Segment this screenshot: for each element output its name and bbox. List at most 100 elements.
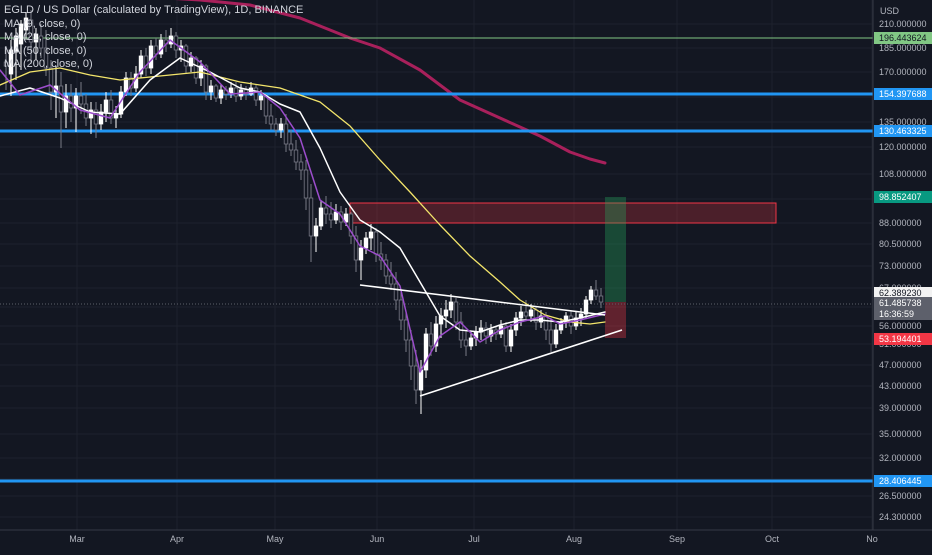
price-tick-label: 170.000000 bbox=[879, 67, 927, 77]
candle-body bbox=[148, 45, 154, 69]
price-tick-label: 35.000000 bbox=[879, 429, 922, 439]
chart-legend: EGLD / US Dollar (calculated by TradingV… bbox=[4, 4, 303, 72]
price-tick-label: 32.000000 bbox=[879, 453, 922, 463]
price-tick-label: 210.000000 bbox=[879, 19, 927, 29]
candle-body bbox=[503, 325, 509, 347]
candle-body bbox=[523, 311, 529, 317]
candle-body bbox=[43, 47, 49, 69]
stop-badge: 53.194401 bbox=[879, 334, 922, 344]
candle-body bbox=[218, 89, 224, 99]
candle-body bbox=[563, 315, 569, 323]
time-tick-label: Apr bbox=[170, 534, 184, 544]
stop-badge-bg bbox=[874, 333, 932, 345]
price-axis[interactable]: 210.000000185.000000170.000000150.000000… bbox=[872, 0, 932, 550]
ma50-line bbox=[0, 67, 606, 325]
candle-body bbox=[258, 95, 264, 101]
countdown-badge: 16:36:59 bbox=[879, 309, 914, 319]
long-stop-zone bbox=[605, 302, 626, 338]
candle-body bbox=[453, 301, 459, 323]
candle-body bbox=[428, 333, 434, 347]
candle-body bbox=[193, 57, 199, 79]
level-badge-130-bg bbox=[874, 125, 932, 137]
candle-body bbox=[273, 123, 279, 131]
candle-body bbox=[8, 49, 14, 75]
candle-body bbox=[263, 95, 269, 117]
candle-body bbox=[518, 311, 524, 319]
ma200-series bbox=[174, 0, 607, 165]
candle-body bbox=[373, 231, 379, 255]
time-tick-label: No bbox=[866, 534, 878, 544]
candle-body bbox=[233, 87, 239, 97]
candle-body bbox=[588, 289, 594, 301]
legend-ma200[interactable]: MA (200, close, 0) bbox=[4, 58, 93, 70]
time-tick-label: Mar bbox=[69, 534, 85, 544]
candle-body bbox=[288, 143, 294, 151]
resistance-zone bbox=[349, 202, 777, 224]
legend-ma50[interactable]: MA (50, close, 0) bbox=[4, 44, 87, 57]
time-tick-label: May bbox=[266, 534, 284, 544]
candle-body bbox=[293, 149, 299, 163]
candle-body bbox=[98, 111, 104, 125]
countdown-badge-bg bbox=[874, 308, 932, 320]
level-badge-28-bg bbox=[874, 475, 932, 487]
candle-body bbox=[298, 161, 304, 171]
ma200-line bbox=[174, 0, 607, 165]
candle-body bbox=[328, 213, 334, 221]
candle-body bbox=[393, 283, 399, 301]
candle-body bbox=[368, 231, 374, 239]
candle-body bbox=[423, 333, 429, 371]
candle-body bbox=[23, 17, 29, 31]
price-tick-label: 39.000000 bbox=[879, 403, 922, 413]
level-badge-154-bg bbox=[874, 88, 932, 100]
candle-body bbox=[18, 23, 24, 45]
price-tick-label: 80.500000 bbox=[879, 239, 922, 249]
candle-body bbox=[268, 115, 274, 125]
candle-body bbox=[333, 211, 339, 221]
candle-body bbox=[358, 247, 364, 261]
candle-body bbox=[108, 99, 114, 119]
candle-body bbox=[208, 85, 214, 93]
time-axis[interactable]: Mar Apr May Jun Jul Aug Sep Oct No bbox=[0, 529, 932, 550]
time-tick-label: Oct bbox=[765, 534, 780, 544]
candle-body bbox=[538, 315, 544, 323]
candle-body bbox=[343, 213, 349, 223]
price-tick-label: 47.000000 bbox=[879, 360, 922, 370]
level-badge-130: 130.463325 bbox=[879, 126, 927, 136]
candle-body bbox=[213, 85, 219, 99]
price-tick-label: 185.000000 bbox=[879, 43, 927, 53]
moving-averages bbox=[0, 39, 606, 373]
candle-body bbox=[323, 207, 329, 215]
candle-body bbox=[548, 329, 554, 345]
candle-body bbox=[278, 123, 284, 131]
level-badge-154: 154.397688 bbox=[879, 89, 927, 99]
candle-body bbox=[413, 365, 419, 391]
candle-body bbox=[593, 289, 599, 297]
candle-body bbox=[388, 275, 394, 285]
level-badge-196: 196.443624 bbox=[879, 33, 927, 43]
candle-body bbox=[448, 301, 454, 311]
candle-body bbox=[363, 237, 369, 249]
candle-body bbox=[143, 55, 149, 69]
candle-body bbox=[38, 35, 44, 49]
candle-body bbox=[3, 61, 9, 67]
candle-body bbox=[418, 369, 424, 391]
candle-body bbox=[123, 77, 129, 93]
price-tick-label: 43.000000 bbox=[879, 381, 922, 391]
time-tick-label: Jun bbox=[370, 534, 385, 544]
legend-ma9[interactable]: MA (9, close, 0) bbox=[4, 17, 81, 30]
current-price-badge: 61.485738 bbox=[879, 298, 922, 308]
candle-body bbox=[468, 337, 474, 347]
time-tick-label: Sep bbox=[669, 534, 685, 544]
candle-body bbox=[253, 87, 259, 101]
legend-ma21[interactable]: MA (21, close, 0) bbox=[4, 31, 87, 43]
candle-body bbox=[313, 225, 319, 237]
ma21-line bbox=[0, 57, 606, 333]
chart-title[interactable]: EGLD / US Dollar (calculated by TradingV… bbox=[4, 4, 304, 16]
candle-body bbox=[48, 67, 54, 93]
price-tick-label: 88.000000 bbox=[879, 218, 922, 228]
candle-body bbox=[63, 95, 69, 113]
price-tick-label: 120.000000 bbox=[879, 142, 927, 152]
target-badge: 98.852407 bbox=[879, 192, 922, 202]
